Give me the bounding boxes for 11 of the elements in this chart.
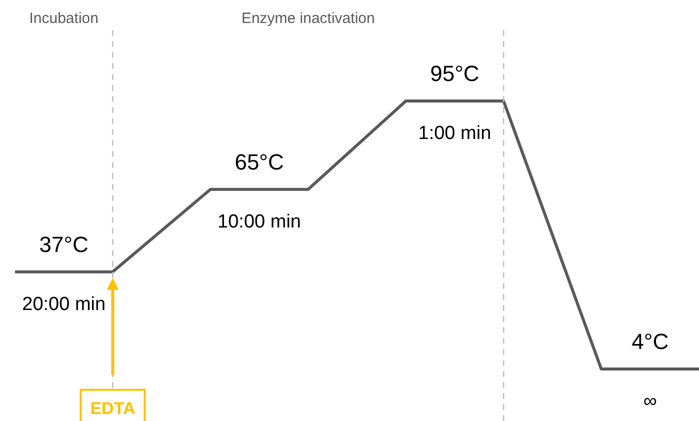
data-label: 65°C [234,149,284,174]
annotation: 10:00 min [218,211,302,232]
text: ∞ [643,391,657,412]
data-label: 37°C [39,232,89,257]
annotation: 1:00 min [418,123,492,144]
data-label: 95°C [430,61,480,86]
text: EDTA [90,398,136,418]
data-label: 4°C [632,329,669,354]
text: Incubation [29,10,98,27]
annotation: 20:00 min [22,294,106,315]
text: Enzyme inactivation [241,10,375,27]
